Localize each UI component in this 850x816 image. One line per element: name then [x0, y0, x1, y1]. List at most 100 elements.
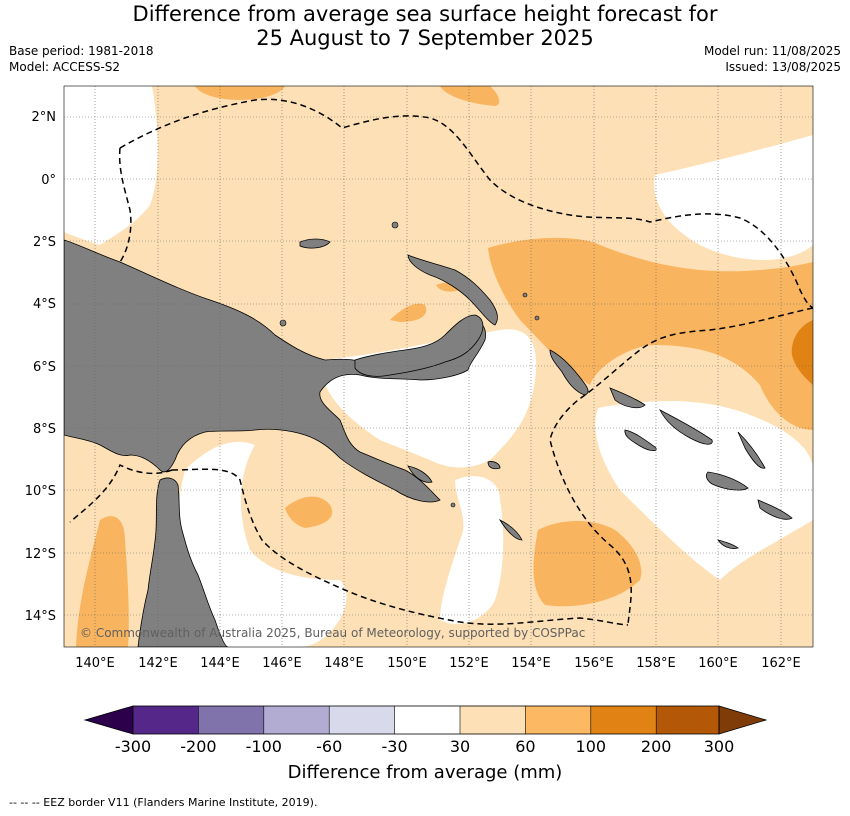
colorbar-tick: -300: [115, 737, 151, 756]
eez-legend-note: -- -- -- EEZ border V11 (Flanders Marine…: [9, 796, 318, 809]
lat-tick: 14°S: [25, 609, 56, 624]
colorbar-tick: 200: [641, 737, 672, 756]
meta-right: Model run: 11/08/2025 Issued: 13/08/2025: [704, 43, 841, 75]
lon-tick: 162°E: [761, 656, 801, 671]
anomaly-60-100-torres: [76, 516, 129, 647]
anomaly-60-100-coral-west: [285, 496, 333, 528]
land-new-georgia: [624, 429, 657, 452]
land-louisiade: [487, 461, 501, 470]
lon-tick: 158°E: [636, 656, 676, 671]
lon-tick: 142°E: [138, 656, 178, 671]
lat-tick: 12°S: [25, 547, 56, 562]
graticule: [64, 86, 813, 647]
land-islet-4: [534, 315, 540, 321]
lat-tick: 8°S: [33, 422, 56, 437]
colorbar: -300 -200 -100 -60 -30 30 60 100 200 300…: [83, 705, 768, 783]
lon-tick: 144°E: [200, 656, 240, 671]
colorbar-tick: -200: [180, 737, 216, 756]
base-period: Base period: 1981-2018: [9, 44, 154, 58]
colorbar-swatch: [525, 706, 591, 734]
colorbar-tick: -30: [382, 737, 408, 756]
lat-tick: 2°N: [32, 110, 57, 125]
land-islet-3: [522, 292, 528, 298]
land-woodlark: [498, 519, 523, 541]
eez-border-png-coral: [171, 468, 629, 626]
colorbar-tick: 300: [704, 737, 735, 756]
lon-tick: 160°E: [698, 656, 738, 671]
land-islet-2: [279, 319, 287, 327]
anomaly-neutral-west-top: [64, 86, 158, 245]
land-islet-1: [391, 221, 399, 229]
colorbar-swatch: [263, 706, 330, 734]
map-area: © Commonwealth of Australia 2025, Bureau…: [64, 86, 813, 647]
land-new-ireland: [407, 254, 498, 326]
colorbar-extend-high: [718, 705, 768, 735]
lat-axis: 2°N 0° 2°S 4°S 6°S 8°S 10°S 12°S 14°S: [25, 110, 56, 624]
colorbar-swatch: [198, 706, 264, 734]
colorbar-swatch: [394, 706, 460, 734]
lat-tick: 4°S: [33, 297, 56, 312]
meta-left: Base period: 1981-2018 Model: ACCESS-S2: [9, 43, 154, 75]
copyright-text: © Commonwealth of Australia 2025, Bureau…: [80, 626, 585, 640]
colorbar-dividers: [198, 706, 657, 734]
colorbar-swatch: [329, 706, 395, 734]
map-frame: [63, 85, 814, 648]
anomaly-60-100-top-west: [195, 86, 285, 100]
title-line-1: Difference from average sea surface heig…: [132, 2, 718, 26]
lon-tick: 146°E: [262, 656, 302, 671]
lon-tick: 156°E: [574, 656, 614, 671]
land-rennell: [717, 539, 739, 549]
lat-tick: 10°S: [25, 484, 56, 499]
land-islet-5: [450, 502, 456, 508]
lat-tick: 0°: [41, 173, 56, 188]
lon-tick: 154°E: [511, 656, 551, 671]
lon-tick: 150°E: [387, 656, 427, 671]
model-run: Model run: 11/08/2025: [703, 44, 841, 58]
eez-border-torres: [69, 463, 173, 523]
eez-border-png: [119, 98, 813, 309]
colorbar-extend-low: [83, 705, 134, 735]
colorbar-ticks: -300 -200 -100 -60 -30 30 60 100 200 300: [115, 737, 734, 756]
lon-tick: 148°E: [324, 656, 364, 671]
eez-border-png-south: [549, 307, 813, 626]
lat-tick: 6°S: [33, 360, 56, 375]
model-name: Model: ACCESS-S2: [9, 60, 121, 74]
land-choiseul: [609, 387, 646, 409]
colorbar-swatch: [133, 706, 199, 734]
anomaly-neutral-northeast: [654, 135, 813, 260]
land-santa-isabel: [659, 409, 713, 445]
colorbar-tick: 100: [576, 737, 607, 756]
land-makira: [757, 499, 793, 520]
anomaly-100-200-east: [791, 320, 813, 385]
anomaly-60-100-top-east: [440, 86, 500, 106]
anomaly-60-100-new-britain: [390, 303, 427, 322]
colorbar-frame: [132, 705, 720, 735]
issued-date: Issued: 13/08/2025: [725, 60, 841, 74]
land-new-britain: [354, 314, 484, 377]
colorbar-tick: 60: [515, 737, 535, 756]
title-line-2: 25 August to 7 September 2025: [256, 26, 594, 50]
eez-border-png-west: [118, 147, 132, 263]
land-guadalcanal: [705, 471, 749, 491]
colorbar-label: Difference from average (mm): [288, 762, 563, 783]
anomaly-60-100-bismarck: [488, 237, 813, 430]
anomaly-60-100-coral-central: [533, 521, 642, 607]
lat-tick: 2°S: [33, 235, 56, 250]
land-australia: [137, 477, 229, 647]
lon-axis: 140°E 142°E 144°E 146°E 148°E 150°E 152°…: [75, 656, 801, 671]
lon-tick: 152°E: [449, 656, 489, 671]
land-new-guinea: [64, 239, 486, 503]
colorbar-swatch: [656, 706, 719, 734]
colorbar-tick: -60: [316, 737, 342, 756]
land-dentrecasteaux: [407, 465, 433, 483]
anomaly-neutral-coral-west: [175, 441, 347, 647]
colorbar-tick: 30: [450, 737, 470, 756]
lon-tick: 140°E: [75, 656, 115, 671]
colorbar-swatch: [590, 706, 657, 734]
colorbar-swatch: [460, 706, 526, 734]
colorbar-tick: -100: [246, 737, 282, 756]
chart-title: Difference from average sea surface heig…: [0, 2, 850, 50]
land-malaita: [737, 431, 766, 469]
anomaly-neutral-coral-center: [440, 476, 504, 624]
